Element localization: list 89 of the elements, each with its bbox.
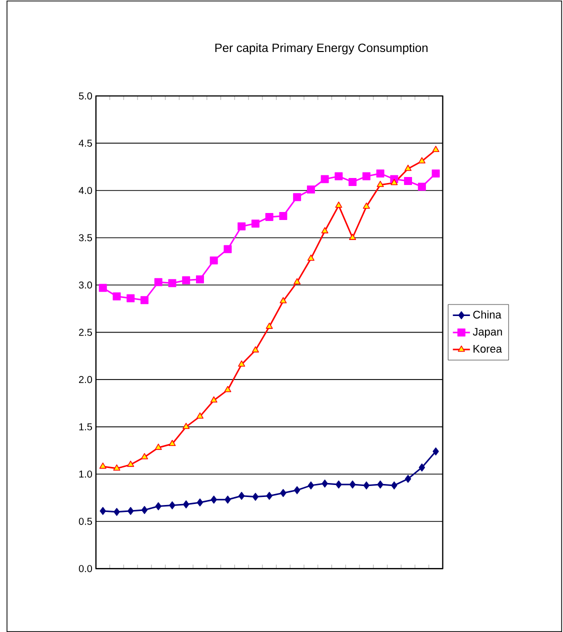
point [238,360,246,367]
y-tick-label: 4.5 [78,140,92,147]
point [112,292,121,300]
point [224,386,232,392]
point [142,506,148,514]
point [321,227,328,234]
y-tick-label: 5.0 [79,92,92,100]
point [127,460,134,467]
y-tick-label: 3.5 [79,234,92,242]
point [294,278,301,284]
point [418,463,426,472]
point [210,256,218,264]
point [377,480,384,488]
point [432,169,440,178]
point [376,169,384,178]
point [128,506,134,515]
point [308,254,315,261]
point [363,202,370,209]
legend-label: Korea [474,345,502,353]
point [182,422,190,430]
point [432,146,440,152]
point [350,480,356,488]
point [266,492,273,500]
point [349,234,356,240]
point [266,212,274,221]
point [432,447,440,456]
y-tick-label: 0.0 [79,565,92,572]
y-tick-label: 1.0 [79,470,92,478]
point [114,508,120,516]
point [224,496,231,504]
point [140,296,149,304]
point [336,480,342,488]
point [210,496,218,504]
point [155,502,162,510]
point [168,279,176,288]
point [196,412,204,419]
point [113,464,120,471]
point [334,172,343,180]
point [280,297,287,304]
point [404,164,412,171]
point [364,481,370,490]
point [348,178,357,186]
y-tick-label: 0.5 [79,518,92,525]
point [308,481,314,490]
point [418,157,426,164]
point [391,481,398,490]
point [252,492,259,501]
point [280,489,286,498]
point [307,186,316,194]
point [210,396,218,403]
point [362,172,371,180]
point [168,440,176,446]
point [141,453,148,460]
y-tick-label: 2.0 [79,376,92,384]
point [293,193,302,202]
point [266,322,274,329]
point [376,180,384,188]
point [155,444,162,450]
legend-label: China [473,310,502,319]
point [404,177,412,186]
point [197,498,204,506]
point [100,506,106,515]
point [335,202,342,208]
point [238,222,246,230]
point [252,346,260,352]
y-tick-label: 4.0 [78,186,92,194]
point [252,220,260,228]
legend-label: Japan [473,328,502,338]
y-tick-label: 2.5 [79,328,92,336]
y-tick-label: 3.0 [79,281,92,289]
point [126,294,135,302]
point [154,278,163,286]
point [320,175,329,184]
point [390,178,398,186]
point [405,474,412,483]
point [279,212,288,220]
point [418,182,426,191]
point [322,480,328,488]
point [196,275,204,284]
point [224,245,232,254]
point [182,276,190,284]
chart-title: Per capita Primary Energy Consumption [216,43,428,54]
y-tick-label: 1.5 [79,423,92,430]
point [99,284,108,292]
point [169,501,176,510]
point [100,462,107,469]
point [294,486,300,494]
point [238,492,245,500]
point [183,500,190,508]
